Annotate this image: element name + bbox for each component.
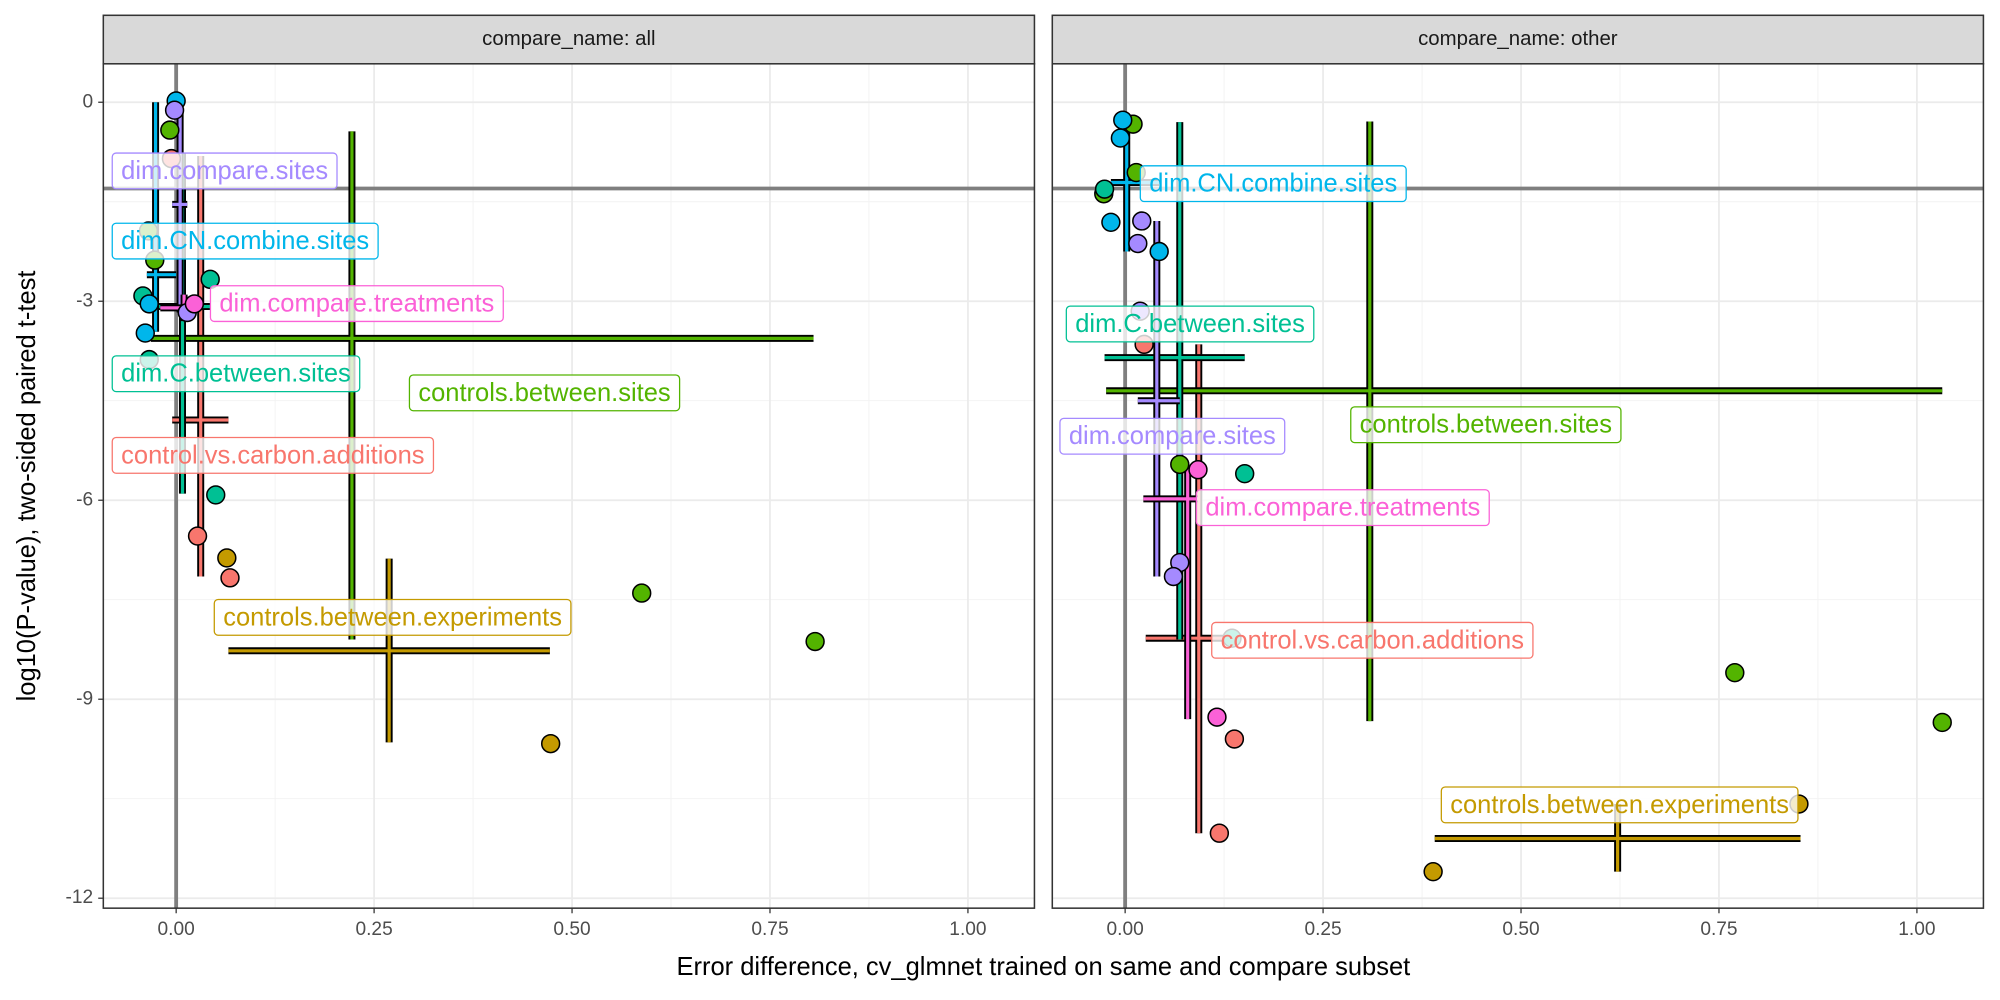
x-tick-label: 1.00	[1898, 919, 1935, 940]
strip-title: compare_name: all	[482, 28, 655, 50]
strip	[1051, 14, 1985, 65]
point	[1128, 233, 1148, 254]
label-box	[1350, 406, 1622, 444]
label-text: control.vs.carbon.additions	[1221, 626, 1524, 654]
label-box	[111, 436, 435, 474]
label-box	[1211, 621, 1534, 659]
series-label: controls.between.experiments	[213, 598, 572, 636]
x-tick-label: 1.00	[949, 919, 986, 940]
x-tick-label: 0.00	[158, 919, 195, 940]
series-label: dim.compare.treatments	[209, 285, 504, 323]
point	[206, 485, 226, 505]
series-label: dim.compare.sites	[111, 152, 338, 190]
label-box	[213, 598, 572, 636]
strip	[102, 14, 1036, 65]
label-box	[1059, 417, 1286, 455]
label-box	[1195, 489, 1490, 527]
point	[632, 583, 652, 603]
label-box	[209, 285, 504, 323]
series-label: dim.C.between.sites	[1065, 305, 1315, 343]
y-tick-label: -6	[76, 489, 93, 510]
series-label: controls.between.experiments	[1440, 786, 1799, 824]
y-tick-label: -9	[76, 688, 93, 709]
point	[1132, 211, 1152, 231]
label-text: controls.between.sites	[1360, 411, 1612, 439]
label-text: dim.compare.treatments	[219, 290, 494, 318]
label-box	[408, 374, 681, 412]
y-axis-title: log10(P-value), two-sided paired t-test	[13, 271, 41, 702]
point	[1113, 110, 1133, 130]
label-text: dim.compare.treatments	[1205, 494, 1480, 522]
series-label: controls.between.sites	[1350, 406, 1622, 444]
series-label: dim.compare.sites	[1059, 417, 1286, 455]
label-text: controls.between.sites	[418, 379, 670, 407]
point	[1423, 861, 1443, 882]
y-tick-label: -12	[65, 887, 93, 908]
point	[1149, 241, 1169, 262]
point	[217, 548, 237, 568]
label-box	[1065, 305, 1315, 343]
point	[1235, 464, 1255, 484]
x-tick-label: 0.50	[553, 919, 590, 940]
panel-background	[1052, 63, 1984, 909]
point	[805, 631, 825, 652]
label-box	[1139, 165, 1407, 203]
series-label: control.vs.carbon.additions	[111, 436, 435, 474]
y-tick-label: -3	[76, 290, 93, 311]
point	[1170, 454, 1190, 475]
point	[220, 568, 240, 588]
point	[184, 294, 205, 314]
point	[1209, 823, 1230, 843]
point	[1224, 729, 1245, 749]
series-label: dim.compare.treatments	[1195, 489, 1490, 527]
point	[1207, 707, 1227, 727]
label-text: controls.between.experiments	[1450, 791, 1789, 819]
label-text: dim.CN.combine.sites	[1149, 170, 1397, 198]
label-text: dim.C.between.sites	[1075, 310, 1305, 338]
point	[1110, 128, 1131, 148]
point	[1188, 460, 1208, 480]
label-text: dim.CN.combine.sites	[121, 227, 369, 255]
strip-title: compare_name: other	[1418, 28, 1618, 50]
label-box	[111, 152, 338, 190]
label-text: dim.compare.sites	[121, 157, 328, 185]
label-text: dim.compare.sites	[1069, 422, 1276, 450]
series-label: dim.C.between.sites	[111, 355, 361, 393]
point	[135, 323, 155, 343]
point	[139, 294, 159, 314]
point	[1163, 566, 1184, 587]
x-tick-label: 0.50	[1502, 919, 1539, 940]
x-tick-label: 0.00	[1107, 919, 1144, 940]
x-tick-label: 0.25	[1304, 919, 1341, 940]
point	[164, 100, 185, 120]
label-box	[111, 222, 379, 260]
label-box	[111, 355, 361, 393]
point	[1101, 212, 1121, 232]
series-label: dim.CN.combine.sites	[1139, 165, 1407, 203]
series-label: dim.CN.combine.sites	[111, 222, 379, 260]
label-text: control.vs.carbon.additions	[121, 441, 424, 469]
x-tick-label: 0.75	[1700, 919, 1737, 940]
point	[1094, 179, 1115, 199]
point	[187, 526, 208, 546]
x-axis-title: Error difference, cv_glmnet trained on s…	[676, 953, 1410, 981]
point	[1725, 662, 1745, 683]
y-tick-label: 0	[82, 91, 93, 112]
series-label: controls.between.sites	[408, 374, 681, 412]
series-label: control.vs.carbon.additions	[1211, 621, 1534, 659]
x-tick-label: 0.75	[751, 919, 788, 940]
x-tick-label: 0.25	[355, 919, 392, 940]
label-box	[1440, 786, 1799, 824]
point	[540, 733, 561, 754]
point	[1932, 712, 1952, 733]
label-text: controls.between.experiments	[223, 603, 562, 631]
panel-background	[103, 63, 1035, 909]
point	[160, 120, 180, 140]
label-text: dim.C.between.sites	[121, 360, 351, 388]
